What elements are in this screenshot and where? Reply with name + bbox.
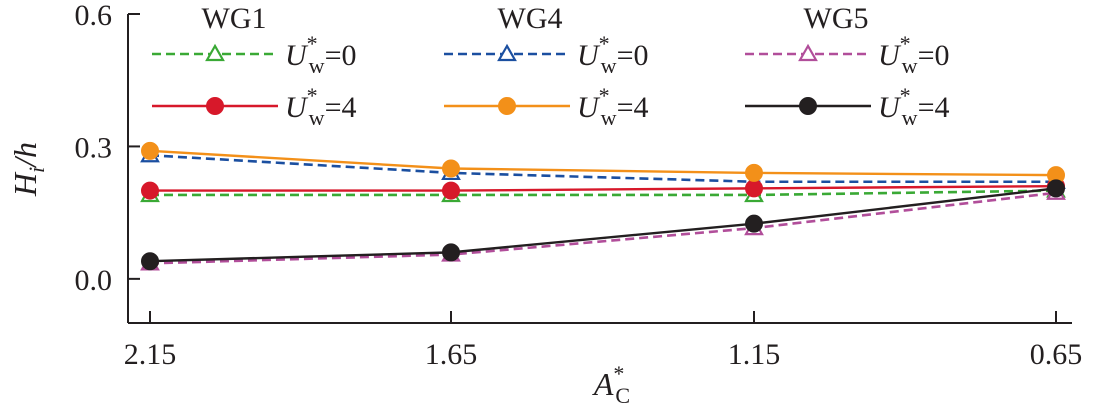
legend-entry: U* w=4: [745, 83, 949, 130]
y-ticks: 0.0 0.3 0.6: [75, 0, 140, 297]
data-point: [745, 179, 763, 198]
x-axis-title: A* C: [592, 361, 630, 406]
legend-entry: U* w=4: [444, 83, 648, 130]
data-point: [141, 181, 159, 200]
legend-label: U* w=4: [285, 83, 356, 130]
series-line: [149, 191, 1057, 265]
x-tick-label: 2.15: [124, 338, 177, 371]
y-axis-title: Hi/h: [7, 142, 49, 197]
series-line: [149, 187, 1057, 263]
y-tick-label: 0.6: [75, 0, 113, 32]
data-point: [745, 163, 763, 182]
x-tick-label: 0.65: [1030, 338, 1083, 371]
data-point: [442, 243, 460, 262]
y-tick-label: 0.0: [75, 264, 113, 297]
data-point: [745, 214, 763, 233]
x-tick-label: 1.65: [425, 338, 478, 371]
legend-entry: U* w=4: [152, 83, 356, 130]
legend-group-title: WG1: [202, 2, 267, 35]
x-tick-label: 1.15: [728, 338, 781, 371]
legend-swatch-marker: [498, 97, 516, 115]
y-tick-label: 0.3: [75, 131, 113, 164]
legend-swatch-marker: [206, 97, 224, 115]
data-point: [141, 141, 159, 160]
series-wg1-uw0: [140, 180, 1066, 203]
series-wg4-uw4: [141, 141, 1065, 185]
series-line: [149, 153, 1056, 184]
legend-label: U* w=4: [878, 83, 949, 130]
x-ticks: 2.15 1.65 1.15 0.65: [124, 311, 1083, 371]
legend-entry: U* w=0: [444, 31, 648, 78]
series-line: [150, 189, 1057, 197]
legend-entry: U* w=0: [152, 31, 356, 78]
legend-group-title: WG4: [498, 2, 563, 35]
legend-swatch-marker: [205, 43, 225, 62]
series-wg4-uw0: [140, 145, 1066, 189]
data-point: [141, 252, 159, 271]
legend: WG1 WG4 WG5 U* w=0 U* w=4 U* w=0 U* w=4 U* w=0 U* w=4: [152, 2, 949, 130]
legend-group-title: WG5: [804, 2, 869, 35]
data-point: [442, 159, 460, 178]
series-line: [150, 184, 1057, 192]
legend-label: U* w=0: [577, 31, 648, 78]
series-line: [149, 149, 1057, 177]
legend-swatch-marker: [798, 43, 818, 62]
data-point: [442, 181, 460, 200]
legend-label: U* w=0: [878, 31, 949, 78]
legend-entry: U* w=0: [745, 31, 949, 78]
series-wg5-uw4: [141, 179, 1065, 271]
legend-swatch-marker: [799, 97, 817, 115]
legend-swatch-marker: [497, 43, 517, 62]
legend-label: U* w=0: [285, 31, 356, 78]
legend-label: U* w=4: [577, 83, 648, 130]
data-marks: [140, 141, 1066, 271]
data-point: [1047, 179, 1065, 198]
